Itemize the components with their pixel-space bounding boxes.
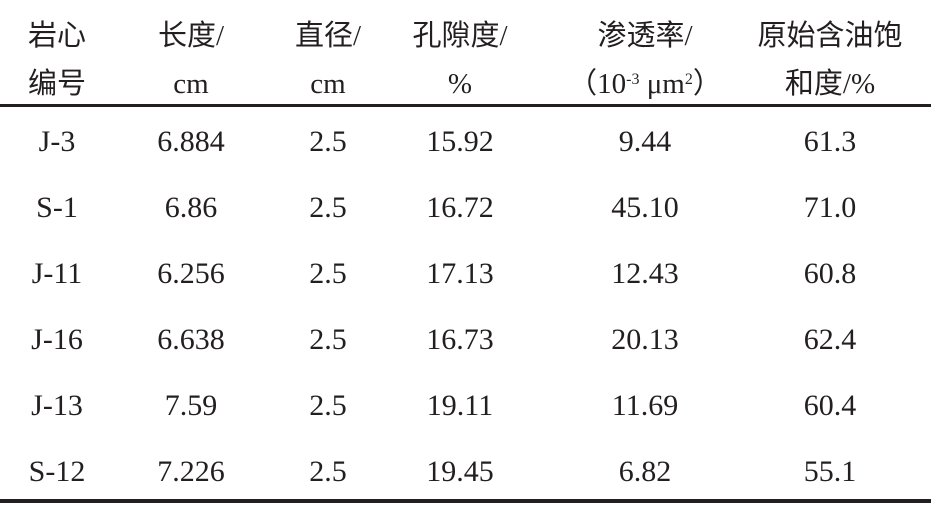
column-header-line1: 岩心: [27, 20, 87, 52]
table-cell: 7.59: [164, 389, 218, 422]
column-header-line1: 直径/: [294, 20, 362, 52]
column-header: 长度/cm: [158, 12, 224, 108]
table-cell: 17.13: [426, 257, 494, 290]
column-header-line1: 渗透率/: [597, 20, 693, 52]
column-header-line2: cm: [173, 68, 209, 100]
table-cell: 16.72: [426, 191, 494, 224]
unit-part: -3: [626, 71, 640, 88]
table-cell: 6.638: [157, 323, 225, 356]
table-cell: 2.5: [309, 455, 347, 488]
column-header: 岩心 编号: [28, 12, 86, 108]
table-cell: 15.92: [426, 125, 494, 158]
unit-part: 2: [684, 71, 693, 88]
table-cell: 2.5: [309, 257, 347, 290]
table-cell: 6.86: [164, 191, 218, 224]
table-cell: 20.13: [611, 323, 679, 356]
unit-part: μm: [639, 68, 685, 100]
column-header-line2: cm: [310, 68, 346, 100]
column-header-line2: 和度/%: [784, 68, 876, 100]
unit-part: （10: [568, 68, 627, 100]
column-header: 直径/cm: [295, 12, 361, 108]
table-cell: 16.73: [426, 323, 494, 356]
table-cell: 7.226: [157, 455, 225, 488]
table-cell: 12.43: [611, 257, 679, 290]
column-header-line2: （10-3 μm2）: [568, 60, 722, 108]
table-cell: 45.10: [611, 191, 679, 224]
column-header-line1: 孔隙度/: [412, 20, 508, 52]
table-cell: 11.69: [611, 389, 679, 422]
unit-part: ）: [692, 68, 722, 100]
column-header-line1: 长度/: [157, 20, 225, 52]
table-cell: 55.1: [803, 455, 857, 488]
table-cell: J-11: [31, 257, 83, 290]
table-cell: J-13: [31, 389, 83, 422]
table-cell: 2.5: [309, 389, 347, 422]
table-cell: J-16: [31, 323, 83, 356]
table-cell: 19.45: [426, 455, 494, 488]
column-header-line2: %: [447, 68, 473, 100]
table-cell: 60.4: [803, 389, 857, 422]
table-cell: 71.0: [803, 191, 857, 224]
column-header-line1: 原始含油饱: [757, 20, 903, 52]
table-cell: 2.5: [309, 191, 347, 224]
table-cell: 60.8: [803, 257, 857, 290]
table-bottom-border: [0, 499, 931, 503]
table-cell: 6.256: [157, 257, 225, 290]
table-cell: 62.4: [803, 323, 857, 356]
header-divider: [0, 104, 931, 107]
table-cell: 19.11: [426, 389, 494, 422]
column-header: 孔隙度/%: [412, 12, 507, 108]
table-cell: 6.82: [618, 455, 672, 488]
table-cell: S-12: [28, 455, 86, 488]
column-header: 原始含油饱和度/%: [757, 12, 902, 108]
table-cell: 9.44: [618, 125, 672, 158]
table-cell: J-3: [38, 125, 76, 158]
table-cell: 61.3: [803, 125, 857, 158]
table-cell: 6.884: [157, 125, 225, 158]
column-header-line2: 编号: [27, 68, 87, 100]
table-cell: 2.5: [309, 323, 347, 356]
table-cell: S-1: [36, 191, 78, 224]
column-header: 渗透率/ （10-3 μm2）: [568, 12, 722, 108]
table-cell: 2.5: [309, 125, 347, 158]
